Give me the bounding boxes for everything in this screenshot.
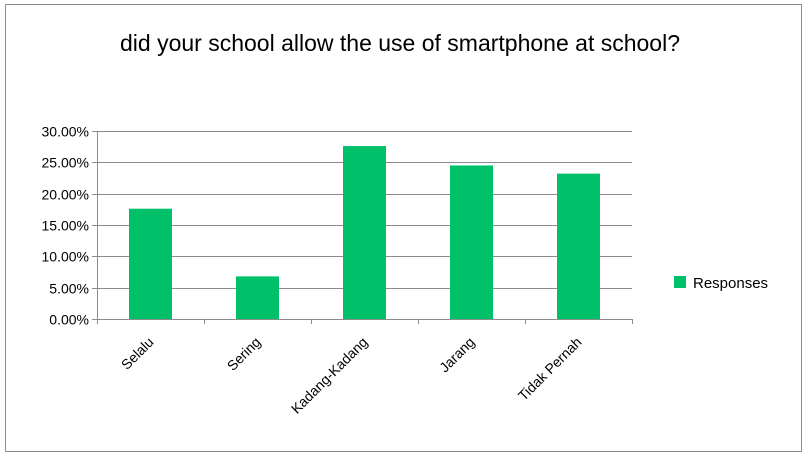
bar: [343, 146, 386, 319]
x-tick-label: Jarang: [436, 334, 478, 376]
y-tick-label: 10.00%: [42, 249, 89, 265]
y-tick-label: 30.00%: [42, 124, 89, 140]
chart-title: did your school allow the use of smartph…: [120, 30, 680, 56]
x-tick-label: Kadang-Kadang: [288, 334, 371, 417]
y-tick-label: 15.00%: [42, 218, 89, 234]
bar: [129, 208, 172, 319]
y-tick-label: 5.00%: [49, 281, 89, 297]
x-tick-label: Tidak Pernah: [515, 334, 585, 404]
y-tick-label: 20.00%: [42, 187, 89, 203]
y-tick-label: 25.00%: [42, 155, 89, 171]
x-axis: Selalu Sering Kadang-Kadang Jarang Tidak Per…: [97, 319, 633, 417]
legend-label: Responses: [693, 275, 768, 292]
x-tick-label: Sering: [224, 334, 264, 374]
y-axis: 0.00% 5.00% 10.00% 15.00% 20.00% 25.00% 30.00%: [42, 124, 98, 328]
x-tick-label: Selalu: [118, 334, 157, 373]
bars: [129, 146, 600, 319]
legend: Responses: [674, 275, 768, 292]
bar: [557, 173, 600, 319]
bar: [236, 276, 279, 319]
y-tick-label: 0.00%: [49, 312, 89, 328]
bar: [450, 165, 493, 319]
legend-swatch: [674, 276, 686, 288]
